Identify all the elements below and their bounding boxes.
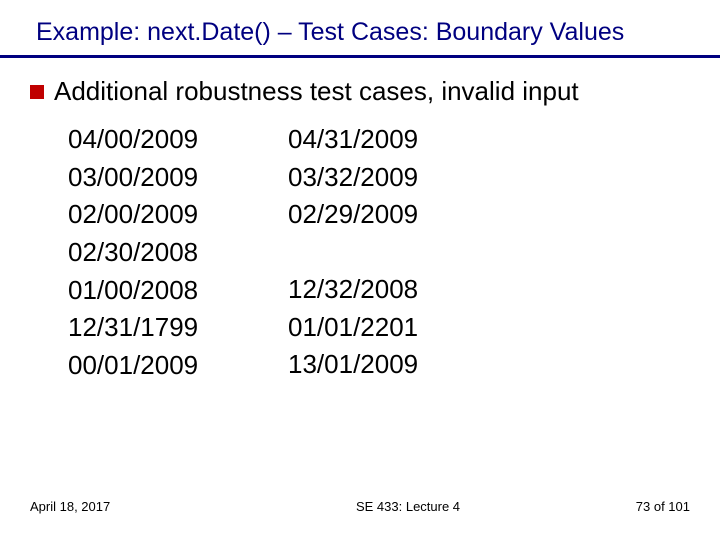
- title-underline: [0, 55, 720, 58]
- footer-date: April 18, 2017: [28, 499, 110, 514]
- data-cell: 02/00/2009: [68, 196, 288, 234]
- bullet-text: Additional robustness test cases, invali…: [54, 76, 579, 107]
- content-area: 04/00/2009 03/00/2009 02/00/2009 02/30/2…: [28, 121, 692, 385]
- column-2: 04/31/2009 03/32/2009 02/29/2009 12/32/2…: [288, 121, 528, 385]
- spacer: [288, 234, 528, 271]
- slide: Example: next.Date() – Test Cases: Bound…: [0, 0, 720, 540]
- data-cell: 13/01/2009: [288, 346, 528, 384]
- bullet-icon: [30, 85, 44, 99]
- data-cell: 01/00/2008: [68, 272, 288, 310]
- data-cell: 03/32/2009: [288, 159, 528, 197]
- data-cell: 01/01/2201: [288, 309, 528, 347]
- footer-page: 73 of 101: [636, 499, 692, 514]
- footer-course: SE 433: Lecture 4: [110, 499, 636, 514]
- slide-title: Example: next.Date() – Test Cases: Bound…: [28, 18, 692, 47]
- data-cell: 04/00/2009: [68, 121, 288, 159]
- bullet-row: Additional robustness test cases, invali…: [28, 76, 692, 107]
- data-cell: 12/32/2008: [288, 271, 528, 309]
- data-cell: 04/31/2009: [288, 121, 528, 159]
- data-cell: 02/30/2008: [68, 234, 288, 272]
- data-cell: 00/01/2009: [68, 347, 288, 385]
- data-cell: 03/00/2009: [68, 159, 288, 197]
- column-1: 04/00/2009 03/00/2009 02/00/2009 02/30/2…: [68, 121, 288, 385]
- data-cell: 12/31/1799: [68, 309, 288, 347]
- data-cell: 02/29/2009: [288, 196, 528, 234]
- footer: April 18, 2017 SE 433: Lecture 4 73 of 1…: [0, 499, 720, 514]
